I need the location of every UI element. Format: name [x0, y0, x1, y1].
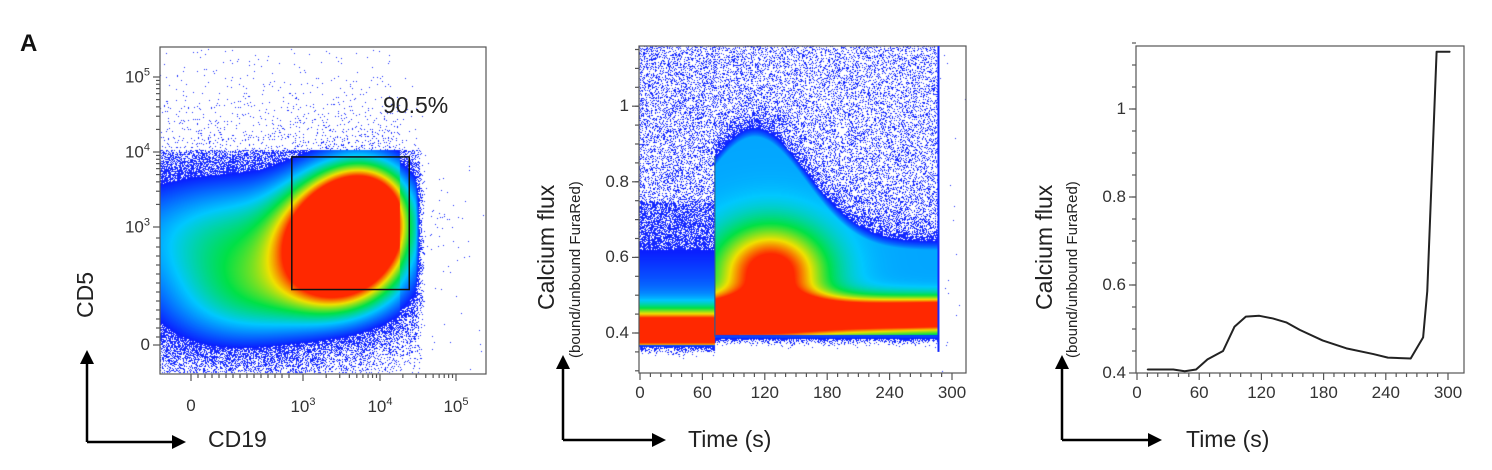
arrow-right-icon — [1148, 433, 1162, 447]
panel-label: A — [20, 30, 38, 57]
data-point — [1245, 316, 1247, 318]
y-axis-label-calcium-flux-2: Calcium flux — [533, 184, 559, 310]
x-tick-label: 0 — [635, 383, 645, 402]
data-point — [1146, 368, 1148, 371]
data-point — [1299, 329, 1301, 331]
y-axis-label-cd5: CD5 — [72, 271, 98, 318]
x-tick-label: 105 — [443, 396, 469, 416]
x-tick-label: 120 — [1247, 383, 1276, 402]
y-tick-label: 0.6 — [605, 247, 629, 267]
x-tick-label: 300 — [1433, 383, 1463, 402]
x-tick-label: 104 — [367, 396, 393, 416]
x-tick-label: 120 — [750, 383, 779, 402]
x-tick-label: 180 — [1309, 383, 1338, 402]
calcium-flux-density-plot — [639, 46, 966, 373]
y-tick-label: 104 — [124, 141, 150, 162]
data-point — [1449, 51, 1451, 53]
data-point — [1285, 321, 1287, 323]
plot-frame-2 — [638, 45, 967, 374]
data-point — [1258, 315, 1260, 317]
x-axis-label-time-2: Time (s) — [688, 426, 772, 452]
y-tick-label: 0.8 — [1102, 187, 1126, 206]
data-point — [1172, 368, 1174, 371]
y-tick-label: 105 — [124, 66, 150, 87]
arrow-up-icon — [80, 350, 94, 364]
x-tick-label: 60 — [692, 383, 712, 402]
data-point — [1426, 290, 1428, 292]
data-point — [1233, 326, 1236, 328]
y-tick-label: 0.6 — [1102, 275, 1126, 294]
calcium-flux-line — [1147, 50, 1451, 373]
x-tick-label: 60 — [1189, 383, 1209, 402]
x-tick-label: 240 — [1371, 383, 1400, 402]
x-tick-label: 0 — [1132, 383, 1142, 402]
x-axis-label-cd19: CD19 — [208, 426, 267, 452]
x-tick-label: 180 — [813, 383, 842, 402]
gate-rectangle — [291, 156, 411, 291]
data-point — [1410, 357, 1412, 360]
data-point — [1195, 368, 1197, 371]
data-point — [1422, 336, 1424, 338]
data-point — [1184, 370, 1186, 372]
data-point — [1435, 51, 1438, 53]
data-point — [1272, 317, 1274, 320]
y-axis-sublabel-3: (bound/unbound FuraRed) — [1064, 181, 1081, 358]
x-tick-label: 103 — [290, 396, 316, 416]
arrow-right-icon — [652, 433, 666, 447]
y-tick-label: 0.8 — [605, 171, 629, 191]
y-tick-label: 0.4 — [605, 323, 629, 342]
x-tick-label: 300 — [937, 383, 967, 402]
y-tick-label: 1 — [619, 96, 629, 116]
y-tick-label: 0 — [140, 335, 150, 354]
data-point — [1372, 353, 1374, 355]
plot-frame-1 — [159, 46, 487, 375]
data-point — [1387, 357, 1389, 359]
plot-frame-3 — [1135, 45, 1465, 374]
data-point — [1321, 339, 1324, 342]
y-tick-label: 103 — [124, 216, 150, 237]
data-point — [1345, 347, 1348, 349]
arrow-right-icon — [172, 435, 186, 449]
cd19-cd5-density-plot — [160, 47, 486, 374]
data-point — [1222, 350, 1224, 352]
y-axis-sublabel-2: (bound/unbound FuraRed) — [567, 181, 584, 358]
y-tick-label: 0.4 — [1102, 363, 1126, 382]
x-tick-label: 0 — [186, 396, 196, 415]
x-tick-label: 240 — [875, 383, 904, 402]
x-axis-label-time-3: Time (s) — [1186, 426, 1270, 452]
y-tick-label: 1 — [1116, 99, 1126, 118]
arrow-up-icon — [556, 355, 570, 369]
arrow-up-icon — [1055, 355, 1069, 369]
gate-percentage: 90.5% — [383, 92, 449, 118]
y-axis-label-calcium-flux-3: Calcium flux — [1031, 184, 1057, 310]
data-point — [1206, 358, 1209, 360]
